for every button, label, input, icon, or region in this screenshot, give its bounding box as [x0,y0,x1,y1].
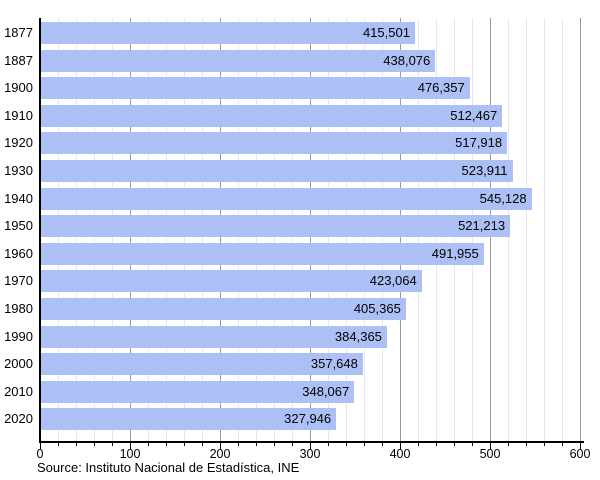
x-axis-minor-tick [148,443,149,446]
x-axis-tick-label: 200 [209,447,231,461]
bar: 438,076 [41,49,436,72]
x-axis-minor-tick [76,443,77,446]
x-axis-minor-tick [166,443,167,446]
year-label: 2010 [4,383,33,399]
year-label: 1900 [4,80,33,96]
x-axis-tick-label: 300 [299,447,321,461]
x-axis-minor-tick [562,443,563,446]
year-label: 1990 [4,328,33,344]
x-axis-major-tick [310,443,311,449]
x-axis-tick-label: 100 [119,447,141,461]
bar: 405,365 [41,298,406,320]
year-label: 1920 [4,135,33,151]
year-label: 1960 [4,245,33,261]
bar: 415,501 [41,22,415,44]
x-axis-minor-tick [328,443,329,446]
year-label: 2020 [4,411,33,427]
year-label: 1950 [4,218,33,234]
bar: 348,067 [41,380,355,403]
bar-value-label: 523,911 [461,163,508,178]
x-axis-tick-label: 0 [36,447,44,461]
bar: 523,911 [41,160,513,182]
x-axis-minor-tick [526,443,527,446]
x-axis-minor-tick [508,443,509,446]
bar-value-label: 423,064 [369,273,417,289]
x-axis-minor-tick [256,443,257,446]
x-axis-minor-tick [454,443,455,446]
bar: 423,064 [41,270,422,293]
x-axis-major-tick [40,443,41,449]
x-axis-minor-tick [274,443,275,446]
grid-line-minor [561,18,563,442]
bar-value-label: 545,128 [479,190,527,206]
x-axis-major-tick [580,443,581,449]
year-label: 2000 [4,356,33,372]
x-axis-major-tick [220,443,221,449]
x-axis-minor-tick [292,443,293,446]
x-axis-minor-tick [364,443,365,446]
bar-value-label: 327,946 [284,411,332,427]
source-note: Source: Instituto Nacional de Estadístic… [37,460,300,475]
bar: 491,955 [41,242,484,265]
x-axis-tick-label: 500 [479,447,501,461]
year-label: 1940 [4,190,33,206]
x-axis-minor-tick [238,443,239,446]
plot-area: 415,501 438,076 476,357 512,467 517,918 523,9… [40,18,583,442]
bar-value-label: 438,076 [383,52,431,68]
x-axis-minor-tick [184,443,185,446]
year-label: 1910 [4,107,33,123]
x-axis-minor-tick [94,443,95,446]
bar-value-label: 491,955 [431,245,479,261]
bar: 357,648 [41,353,363,376]
bar-value-label: 405,365 [353,301,401,316]
x-axis-tick-label: 400 [389,447,411,461]
bar-value-label: 521,213 [458,218,506,234]
bar-value-label: 384,365 [334,328,382,344]
bar: 517,918 [41,132,508,155]
grid-line-major [579,18,581,442]
x-axis-line [39,441,584,443]
x-axis-minor-tick [202,443,203,446]
bar: 327,946 [41,408,337,431]
x-axis-major-tick [400,443,401,449]
bar: 512,467 [41,104,503,127]
bar-value-label: 348,067 [302,383,350,399]
x-axis-tick-label: 600 [569,447,591,461]
x-axis-minor-tick [346,443,347,446]
x-axis-major-tick [130,443,131,449]
x-axis-minor-tick [436,443,437,446]
bar-value-label: 512,467 [450,107,498,123]
year-label: 1980 [4,301,33,316]
year-label: 1930 [4,163,33,178]
grid-line-minor [543,18,545,442]
year-label: 1887 [4,52,33,68]
bar-value-label: 476,357 [417,80,465,96]
grid-line-minor [525,18,527,442]
year-label: 1877 [4,25,33,40]
bar-value-label: 415,501 [362,25,410,40]
x-axis-minor-tick [58,443,59,446]
x-axis-minor-tick [112,443,113,446]
bar-value-label: 517,918 [455,135,503,151]
x-axis-minor-tick [382,443,383,446]
bar: 521,213 [41,215,511,238]
bar: 476,357 [41,77,470,100]
x-axis-minor-tick [472,443,473,446]
x-axis-major-tick [490,443,491,449]
year-label: 1970 [4,273,33,289]
x-axis-minor-tick [418,443,419,446]
bar: 384,365 [41,325,387,348]
y-axis-line [39,18,41,443]
x-axis-minor-tick [544,443,545,446]
bar-value-label: 357,648 [310,356,358,372]
bar: 545,128 [41,187,532,210]
